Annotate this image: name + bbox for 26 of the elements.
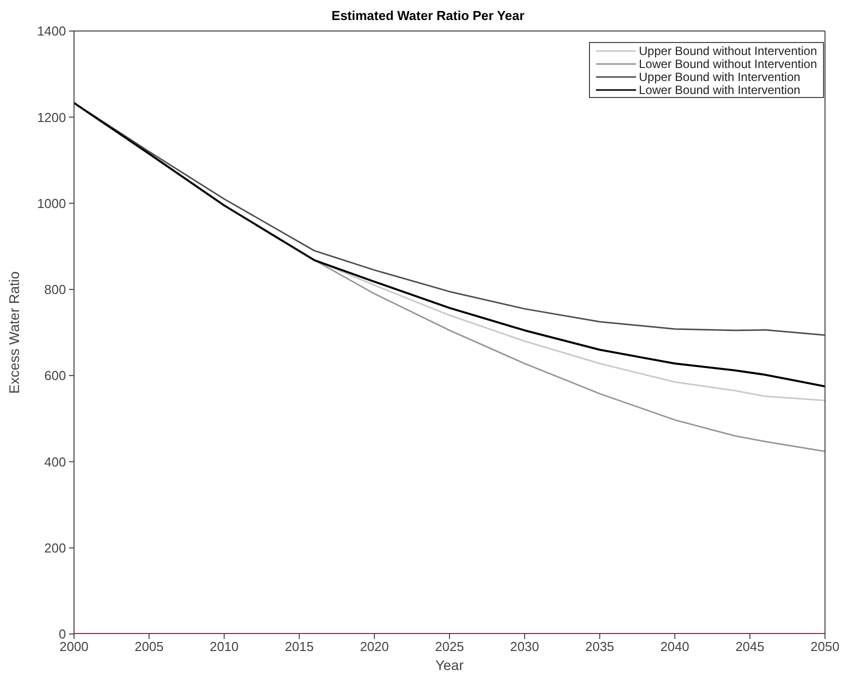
y-axis-title: Excess Water Ratio bbox=[6, 271, 22, 394]
legend-label: Lower Bound with Intervention bbox=[638, 82, 800, 96]
x-tick-label: 2000 bbox=[60, 639, 88, 654]
x-tick-label: 2040 bbox=[660, 639, 690, 654]
x-tick-label: 2030 bbox=[510, 639, 540, 654]
y-tick-label: 0 bbox=[58, 626, 66, 642]
x-tick-label: 2035 bbox=[585, 639, 614, 654]
y-tick-label: 1000 bbox=[37, 196, 66, 211]
y-tick-label: 1200 bbox=[37, 110, 66, 125]
x-tick-label: 2005 bbox=[134, 639, 164, 654]
x-tick-label: 2045 bbox=[735, 639, 764, 654]
x-axis-title: Year bbox=[435, 657, 464, 673]
y-tick-label: 600 bbox=[44, 368, 66, 384]
y-tick-label: 200 bbox=[44, 540, 66, 556]
legend-label: Upper Bound without Intervention bbox=[638, 44, 817, 58]
x-tick-label: 2015 bbox=[284, 639, 314, 654]
y-tick-label: 1400 bbox=[37, 24, 66, 39]
chart-title: Estimated Water Ratio Per Year bbox=[332, 8, 524, 23]
x-tick-label: 2010 bbox=[210, 639, 239, 654]
x-tick-label: 2020 bbox=[360, 639, 389, 654]
y-tick-label: 400 bbox=[44, 454, 66, 470]
x-tick-label: 2025 bbox=[435, 639, 464, 654]
y-tick-label: 800 bbox=[44, 282, 66, 298]
legend-label: Upper Bound with Intervention bbox=[638, 70, 800, 84]
legend-label: Lower Bound without Intervention bbox=[638, 56, 817, 70]
x-tick-label: 2050 bbox=[810, 639, 840, 654]
